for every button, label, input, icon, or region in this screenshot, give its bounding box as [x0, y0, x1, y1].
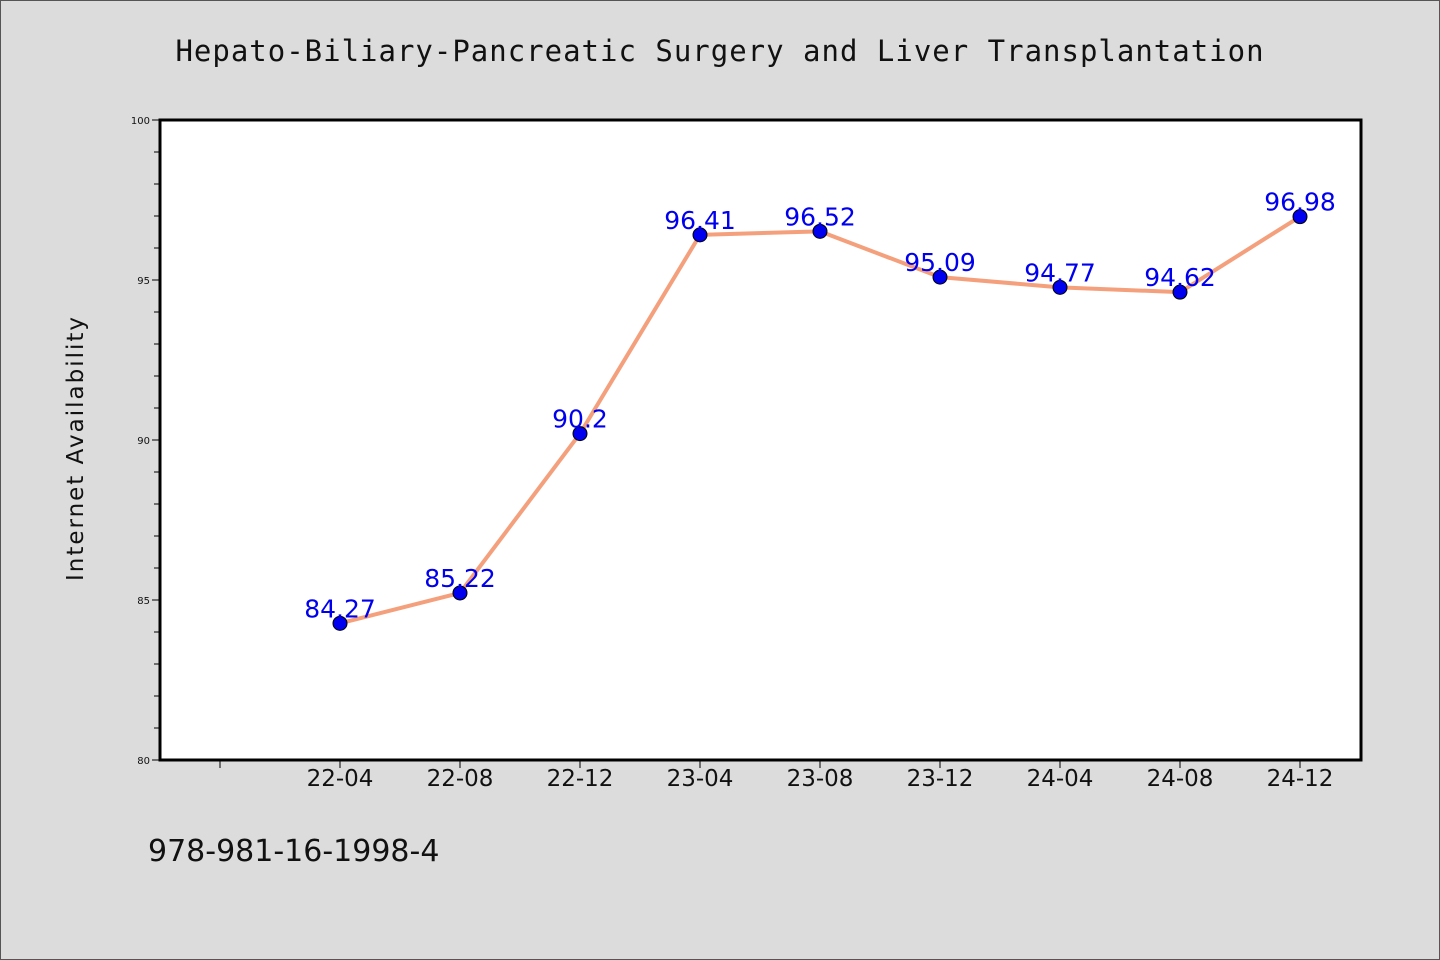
x-tick-label: 24-04 [1027, 766, 1094, 792]
plot-area [160, 120, 1361, 760]
plot-border [158, 118, 1363, 762]
data-point [572, 426, 588, 442]
x-tick-label: 22-12 [547, 766, 614, 792]
data-label: 84.27 [304, 594, 376, 623]
data-label: 96.52 [784, 202, 856, 231]
x-tick-label: 24-08 [1147, 766, 1214, 792]
data-label: 85.22 [424, 564, 496, 593]
y-tick-label: 90 [137, 436, 150, 447]
y-tick-label: 100 [131, 116, 150, 127]
x-tick-label: 24-12 [1267, 766, 1334, 792]
y-tick-label: 95 [137, 276, 150, 287]
chart-title: Hepato-Biliary-Pancreatic Surgery and Li… [175, 34, 1265, 68]
data-point [452, 585, 468, 601]
y-tick-label: 85 [137, 596, 150, 607]
data-label: 90.2 [552, 405, 608, 434]
x-tick-label: 22-04 [307, 766, 374, 792]
x-tick-label: 23-12 [907, 766, 974, 792]
data-point [932, 269, 948, 285]
footnote-isbn: 978-981-16-1998-4 [148, 834, 440, 869]
data-point [812, 223, 828, 239]
x-tick-label: 23-08 [787, 766, 854, 792]
data-label: 94.62 [1144, 263, 1216, 292]
data-label: 96.41 [664, 206, 736, 235]
data-label: 94.77 [1024, 258, 1096, 287]
data-point [692, 227, 708, 243]
data-label: 96.98 [1264, 188, 1336, 217]
y-tick-label: 80 [137, 756, 150, 767]
data-point [1172, 284, 1188, 300]
data-point [332, 615, 348, 631]
x-tick-label: 22-08 [427, 766, 494, 792]
x-tick-label: 23-04 [667, 766, 734, 792]
data-point [1292, 209, 1308, 225]
data-label: 95.09 [904, 248, 976, 277]
data-point [1052, 279, 1068, 295]
